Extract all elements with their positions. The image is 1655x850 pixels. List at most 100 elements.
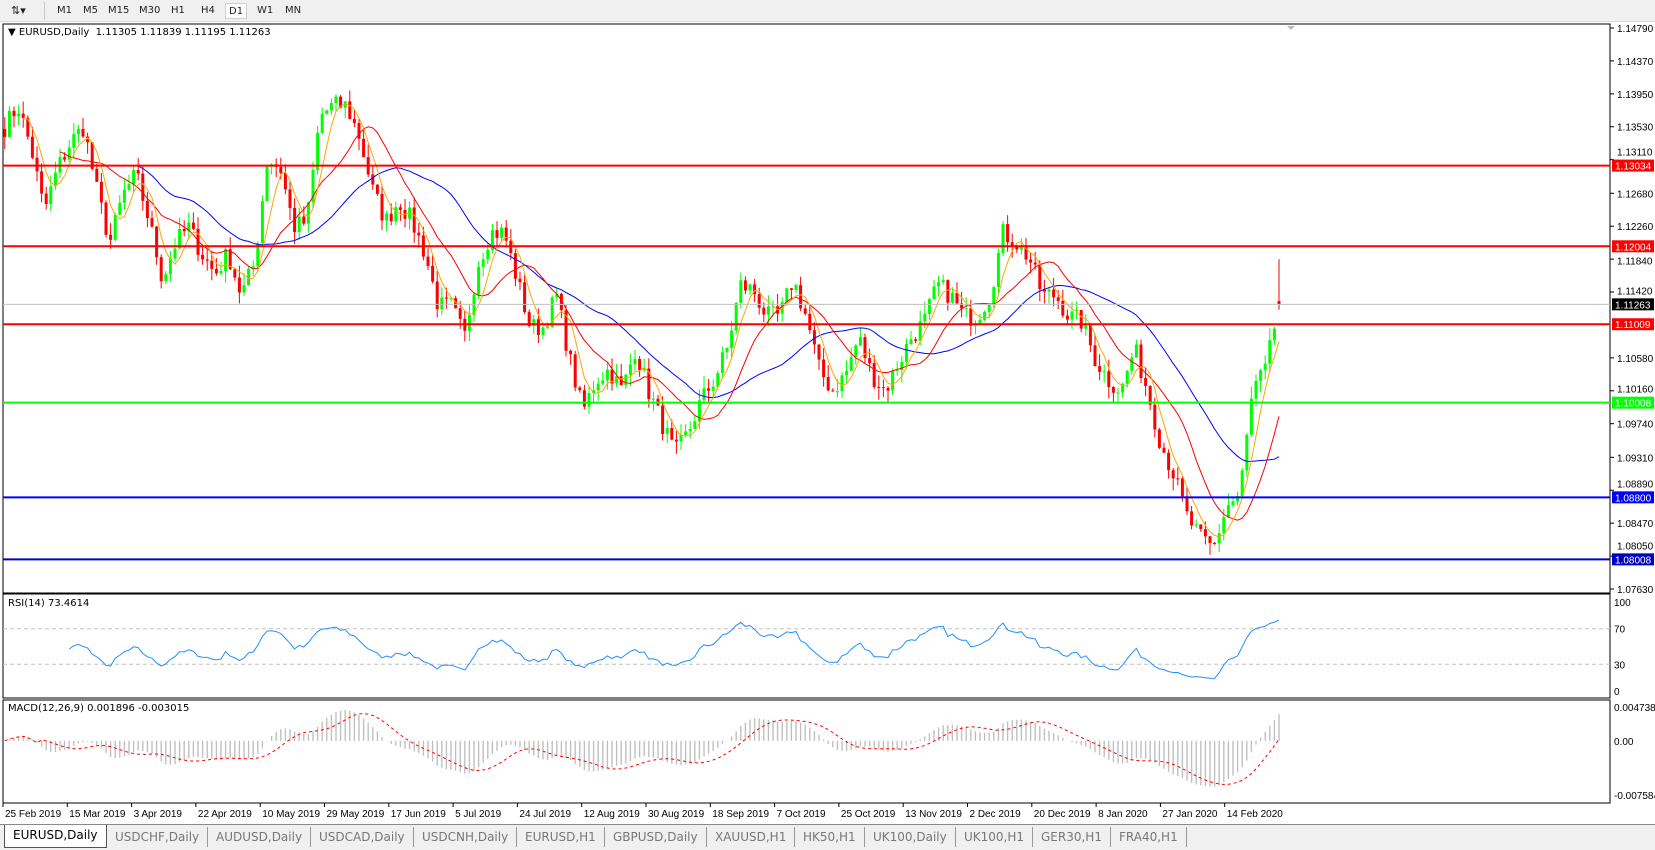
candle-body xyxy=(638,359,642,371)
candle-body xyxy=(854,345,858,358)
candle xyxy=(679,424,683,451)
timeframe-m15[interactable]: M15 xyxy=(108,5,130,16)
candle-body xyxy=(224,249,228,271)
collapse-triangle-icon[interactable]: ▼ xyxy=(8,27,19,38)
candle xyxy=(251,260,255,277)
candle-body xyxy=(601,380,605,384)
tab-xauusd-h1[interactable]: XAUUSD,H1 xyxy=(707,827,796,847)
price-tick-label: 1.11840 xyxy=(1617,256,1653,267)
candle-body xyxy=(1088,323,1092,346)
candle xyxy=(688,421,692,439)
candle-body xyxy=(1190,511,1194,526)
timeframe-d1[interactable]: D1 xyxy=(225,3,248,19)
price-tick-label: 1.08890 xyxy=(1617,479,1654,490)
candle-body xyxy=(702,388,706,401)
tab-uk100-daily[interactable]: UK100,Daily xyxy=(865,827,956,847)
candle-body xyxy=(628,364,632,375)
candle xyxy=(702,376,706,405)
candle-body xyxy=(831,390,835,392)
candle xyxy=(417,223,421,248)
candle-body xyxy=(233,269,237,278)
candle-body xyxy=(440,297,444,310)
candle-body xyxy=(642,368,646,371)
candle-body xyxy=(343,101,347,108)
time-tick-label: 27 Jan 2020 xyxy=(1162,809,1217,820)
candle xyxy=(366,144,370,178)
timeframe-h1[interactable]: H1 xyxy=(171,5,185,16)
time-tick-label: 2 Dec 2019 xyxy=(970,809,1022,820)
tab-eurusd-daily[interactable]: EURUSD,Daily xyxy=(4,825,107,848)
chart-tabs: EURUSD,Daily USDCHF,Daily AUDUSD,Daily USDC… xyxy=(0,824,1655,850)
candle-body xyxy=(573,354,577,388)
candle-body xyxy=(228,249,232,270)
candle xyxy=(914,337,918,344)
candle-body xyxy=(141,173,145,201)
candle-body xyxy=(753,284,757,295)
candle xyxy=(477,261,481,300)
tab-usdcnh-daily[interactable]: USDCNH,Daily xyxy=(414,827,518,847)
time-tick-label: 8 Jan 2020 xyxy=(1098,809,1148,820)
candle-body xyxy=(1093,345,1097,367)
tab-hk50-h1[interactable]: HK50,H1 xyxy=(795,827,865,847)
candle xyxy=(978,314,982,324)
candle xyxy=(362,128,366,158)
candle-body xyxy=(1171,470,1175,479)
chart-window[interactable]: 1.14790 1.14370 1.13950 1.13530 1.13110 1.126… xyxy=(0,22,1655,824)
tab-eurusd-h1[interactable]: EURUSD,H1 xyxy=(517,827,605,847)
chart-canvas[interactable]: 1.14790 1.14370 1.13950 1.13530 1.13110 1.126… xyxy=(0,22,1655,824)
tab-uk100-h1[interactable]: UK100,H1 xyxy=(956,827,1034,847)
candle xyxy=(559,292,563,319)
candle-body xyxy=(739,280,743,303)
timeframe-w1[interactable]: W1 xyxy=(257,5,274,16)
rsi-label: RSI(14) 73.4614 xyxy=(8,598,90,609)
candle xyxy=(288,181,292,221)
candle xyxy=(647,358,651,408)
tab-audusd-daily[interactable]: AUDUSD,Daily xyxy=(208,827,312,847)
tab-gbpusd-daily[interactable]: GBPUSD,Daily xyxy=(605,827,707,847)
timeframe-m1[interactable]: M1 xyxy=(57,5,72,16)
time-tick-label: 5 Jul 2019 xyxy=(455,809,502,820)
candle-body xyxy=(467,314,471,331)
candle-body xyxy=(1180,478,1184,497)
candle-body xyxy=(596,383,600,391)
candle-body xyxy=(624,374,628,386)
candle xyxy=(385,210,389,232)
tab-usdchf-daily[interactable]: USDCHF,Daily xyxy=(107,827,209,847)
candle-body xyxy=(1130,357,1134,371)
price-tick-label: 1.10160 xyxy=(1617,385,1654,396)
candle-body xyxy=(113,214,117,240)
candle xyxy=(845,360,849,385)
candle-body xyxy=(812,330,816,345)
timeframe-h4[interactable]: H4 xyxy=(201,5,215,16)
price-tick-label: 1.13530 xyxy=(1617,123,1654,134)
candle xyxy=(196,217,200,262)
candle xyxy=(946,279,950,311)
candle-body xyxy=(325,110,329,114)
timeframe-m30[interactable]: M30 xyxy=(139,5,161,16)
candle xyxy=(808,304,812,335)
candle xyxy=(1167,449,1171,479)
timeframe-mn[interactable]: MN xyxy=(285,5,302,16)
candle xyxy=(1134,339,1138,358)
tab-usdcad-daily[interactable]: USDCAD,Daily xyxy=(311,827,414,847)
candle xyxy=(573,350,577,392)
candle xyxy=(30,126,34,160)
candle xyxy=(1277,259,1281,310)
candle-body xyxy=(412,207,416,233)
candle-body xyxy=(30,136,34,158)
timeframe-m5[interactable]: M5 xyxy=(83,5,98,16)
line-price-tag-bg xyxy=(1612,318,1654,331)
candle xyxy=(569,349,573,365)
price-tick-label: 1.12260 xyxy=(1617,222,1654,233)
candle-body xyxy=(1102,371,1106,373)
candle xyxy=(776,293,780,322)
candle xyxy=(707,379,711,403)
candle-body xyxy=(155,226,159,258)
rsi-tick-label: 100 xyxy=(1614,598,1631,609)
candle-body xyxy=(826,377,830,391)
tab-fra40-h1[interactable]: FRA40,H1 xyxy=(1111,827,1187,847)
chart-tools-icon[interactable]: ⇅▾ xyxy=(11,4,26,17)
candle-body xyxy=(371,174,375,185)
tab-ger30-h1[interactable]: GER30,H1 xyxy=(1033,827,1111,847)
candle-body xyxy=(941,280,945,283)
